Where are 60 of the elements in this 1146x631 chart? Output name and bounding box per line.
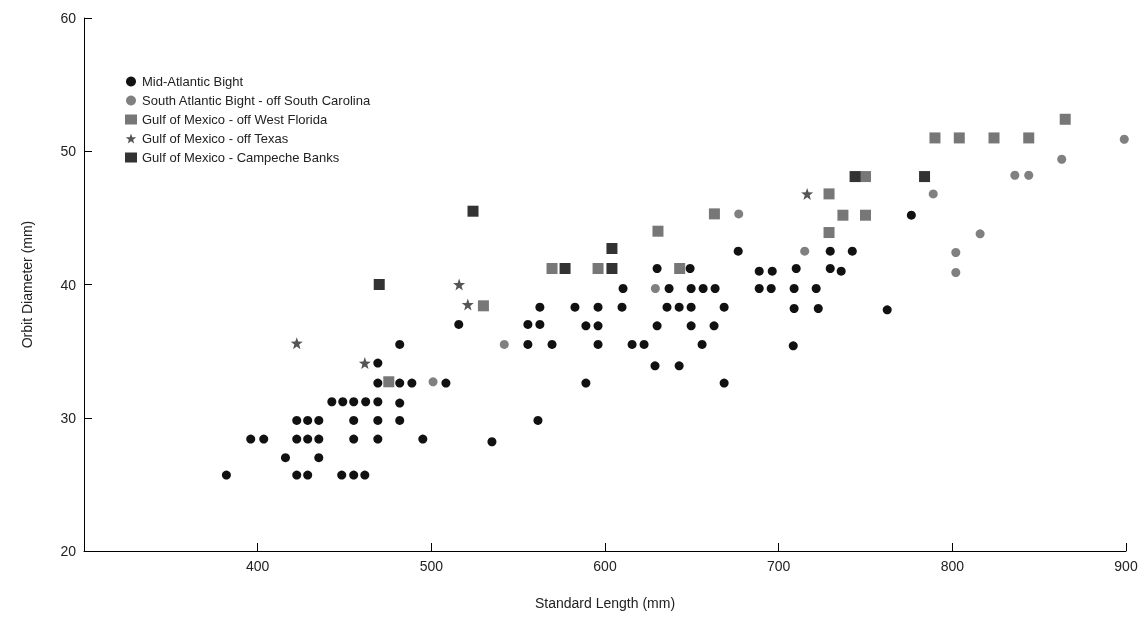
point bbox=[652, 225, 664, 237]
point bbox=[499, 339, 509, 349]
point bbox=[674, 263, 686, 275]
point bbox=[708, 208, 720, 220]
point bbox=[461, 298, 474, 311]
point bbox=[358, 357, 371, 370]
point bbox=[951, 248, 961, 258]
x-tick-label: 400 bbox=[245, 558, 270, 574]
legend-label: Gulf of Mexico - off West Florida bbox=[142, 112, 328, 127]
point bbox=[1010, 170, 1020, 180]
point bbox=[800, 246, 810, 256]
x-tick-label: 600 bbox=[593, 558, 617, 574]
point bbox=[373, 279, 385, 290]
point bbox=[919, 171, 931, 183]
point bbox=[929, 132, 941, 144]
x-tick-label: 500 bbox=[419, 558, 444, 574]
point bbox=[860, 209, 871, 221]
point bbox=[453, 278, 466, 291]
point bbox=[823, 227, 835, 239]
y-tick-label: 20 bbox=[60, 543, 77, 559]
point bbox=[290, 337, 303, 350]
legend-label: Gulf of Mexico - off Texas bbox=[142, 131, 289, 146]
point bbox=[650, 284, 660, 293]
point bbox=[592, 263, 604, 275]
legend-label: Gulf of Mexico - Campeche Banks bbox=[142, 150, 340, 165]
x-axis-title: Standard Length (mm) bbox=[534, 595, 676, 611]
point bbox=[1023, 132, 1035, 144]
point bbox=[988, 132, 1000, 144]
point bbox=[928, 189, 938, 199]
y-tick-label: 60 bbox=[60, 10, 77, 26]
point bbox=[428, 377, 438, 387]
y-tick-label: 30 bbox=[60, 409, 77, 426]
point bbox=[975, 229, 985, 239]
point bbox=[1119, 134, 1129, 144]
point bbox=[477, 300, 489, 312]
point bbox=[383, 376, 395, 388]
point bbox=[1057, 154, 1067, 164]
point bbox=[734, 209, 744, 219]
point bbox=[849, 171, 861, 183]
point bbox=[1059, 113, 1071, 125]
point bbox=[823, 188, 835, 200]
y-axis-title: Orbit Diameter (mm) bbox=[19, 220, 35, 349]
x-tick-label: 900 bbox=[1114, 558, 1138, 574]
y-tick-label: 50 bbox=[60, 143, 77, 160]
point bbox=[559, 263, 571, 275]
legend-label: South Atlantic Bight - off South Carolina bbox=[142, 93, 371, 108]
point bbox=[951, 268, 961, 277]
point bbox=[1024, 170, 1034, 180]
point bbox=[467, 205, 479, 217]
point bbox=[606, 263, 618, 275]
point bbox=[606, 243, 618, 255]
point bbox=[801, 187, 814, 200]
point bbox=[837, 209, 849, 221]
legend-label: Mid-Atlantic Bight bbox=[142, 74, 244, 89]
point bbox=[953, 132, 965, 144]
x-tick-label: 800 bbox=[940, 558, 965, 574]
point bbox=[860, 171, 871, 183]
y-tick-label: 40 bbox=[60, 276, 77, 293]
point bbox=[546, 263, 558, 275]
x-tick-label: 700 bbox=[766, 558, 791, 574]
